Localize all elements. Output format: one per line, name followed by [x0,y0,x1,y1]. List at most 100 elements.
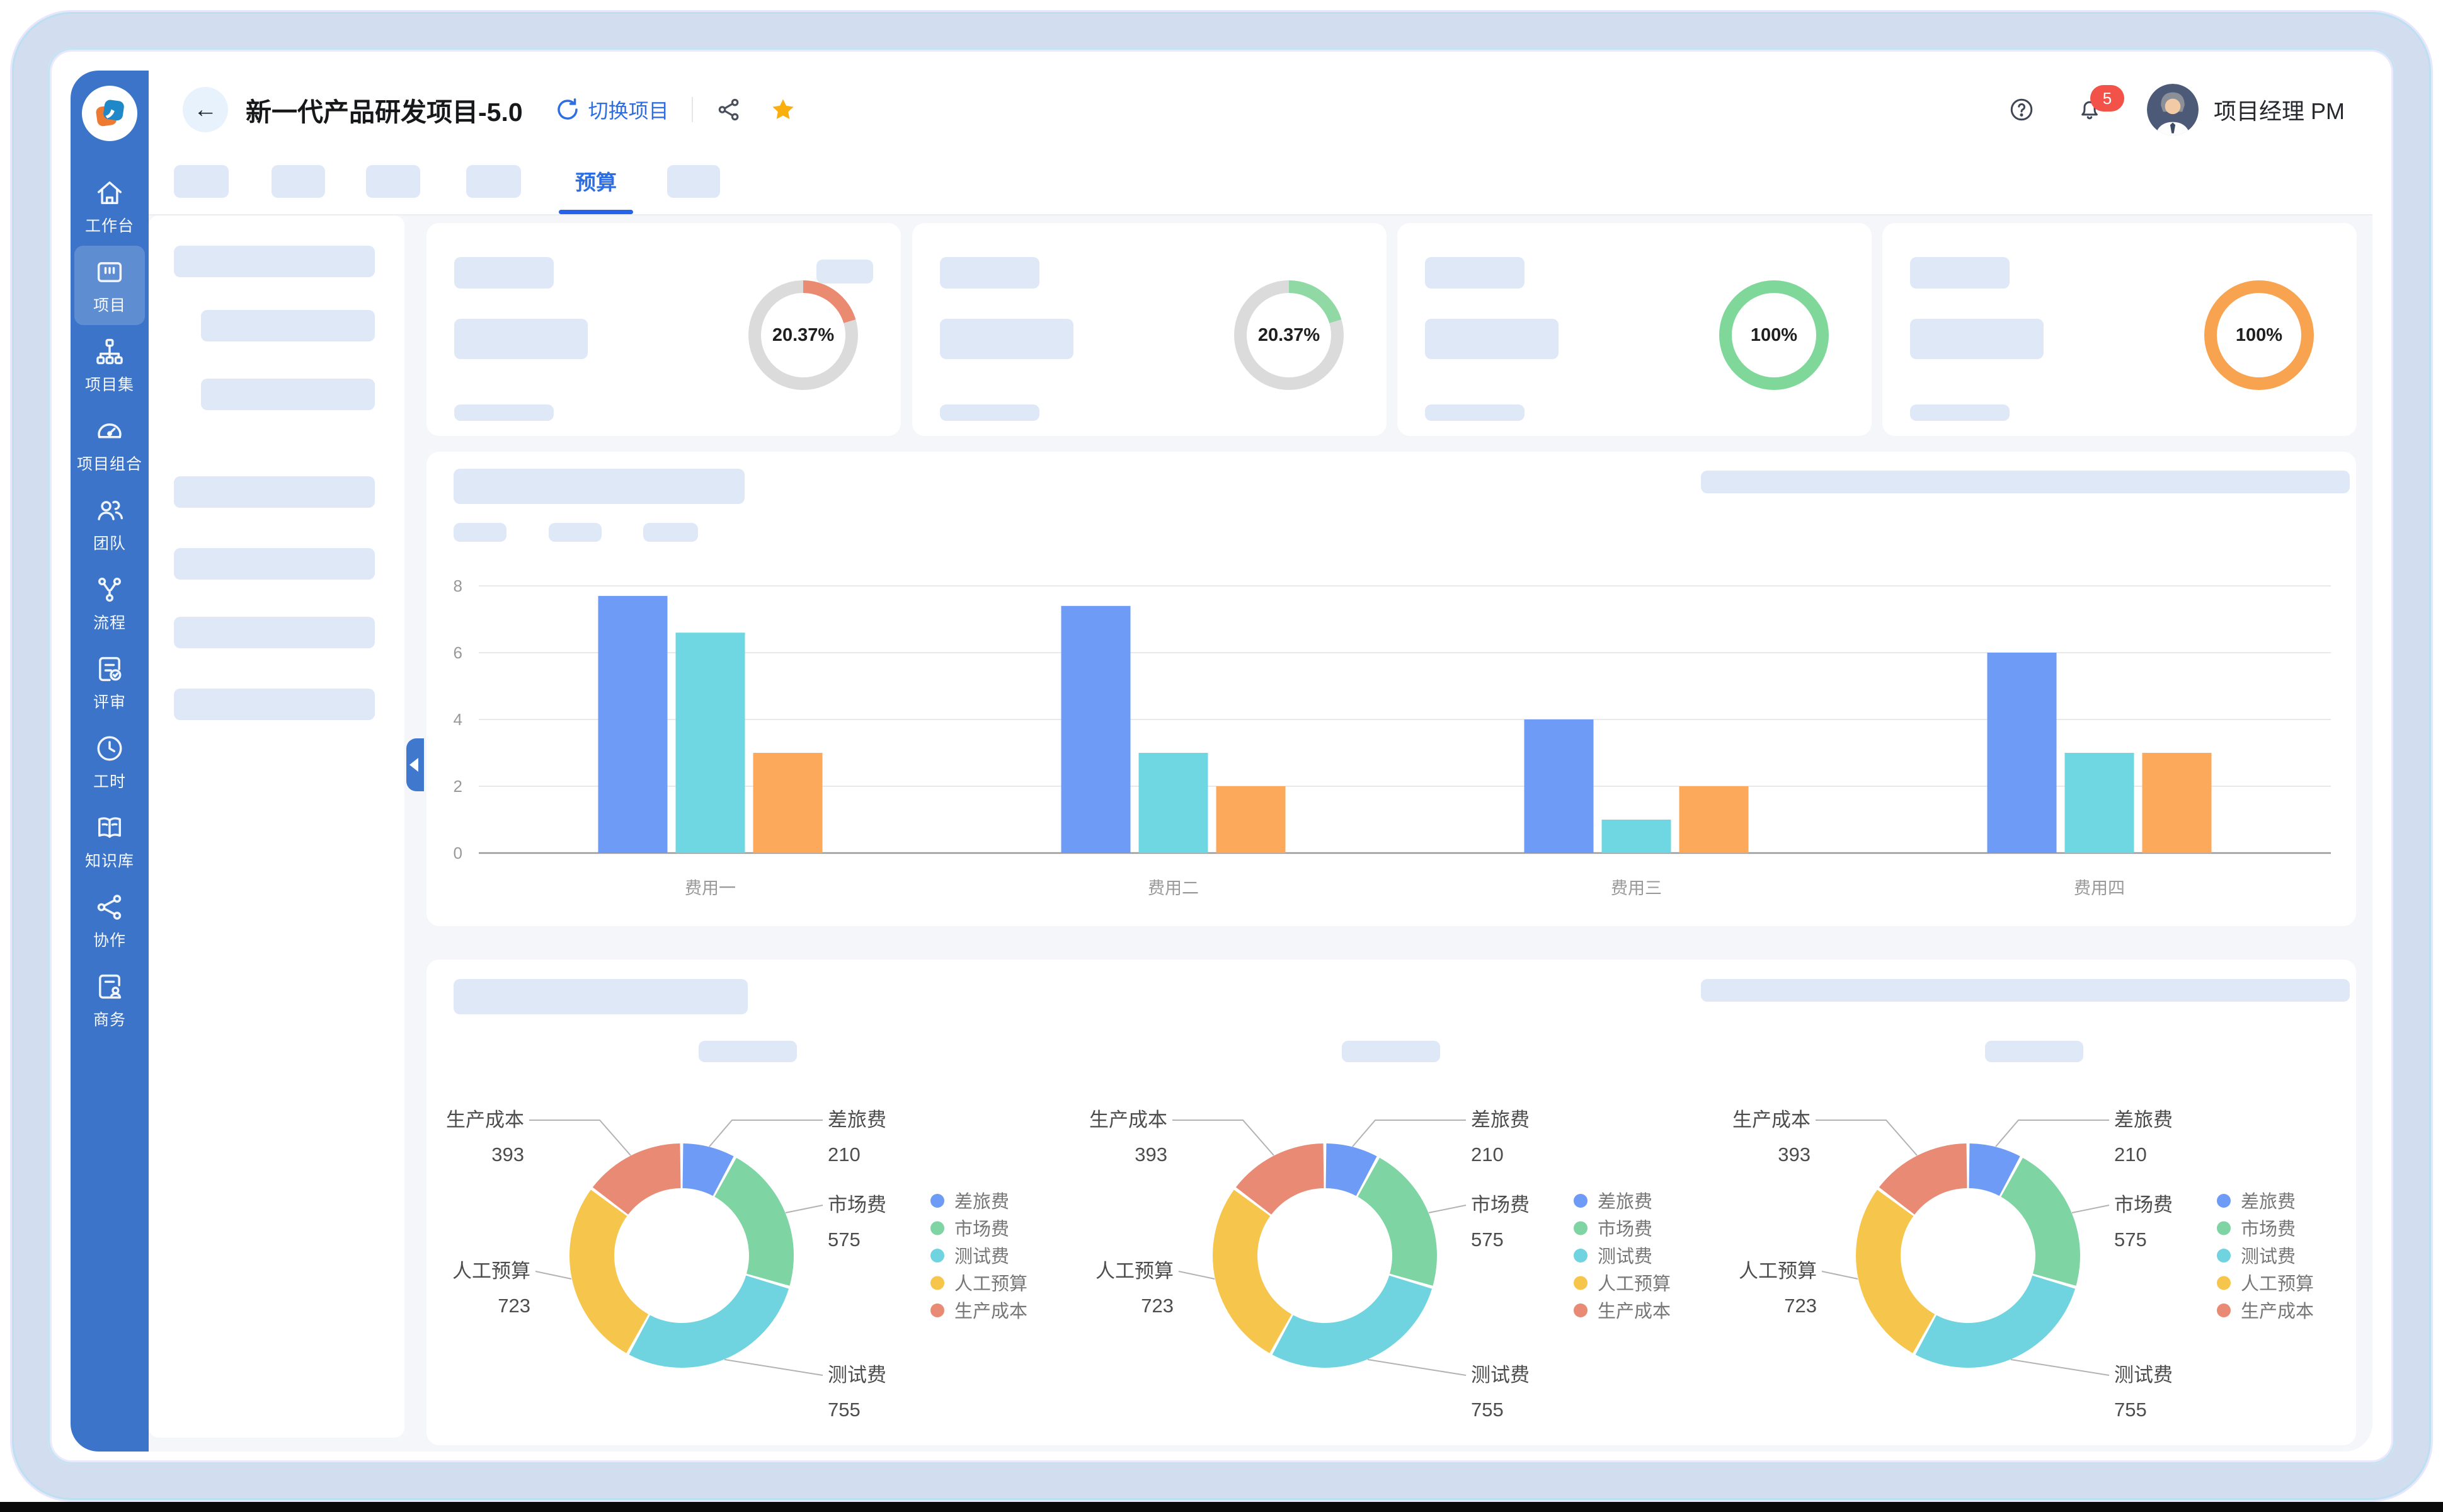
donut-segment-市场费[interactable] [2001,1157,2080,1286]
kpi-card-3: 100% [1397,223,1872,436]
legend-label[interactable]: 测试费 [1598,1246,1652,1267]
donut-segment-人工预算[interactable] [1213,1189,1292,1353]
refresh-icon [554,96,581,123]
filter-chip-skeleton[interactable] [643,523,698,542]
sidebar-item-评审[interactable]: 评审 [74,643,145,722]
avatar[interactable] [2146,84,2199,135]
donut-label-name: 测试费 [1471,1364,1530,1386]
legend-label[interactable]: 测试费 [954,1246,1009,1267]
donut-label-name: 人工预算 [452,1260,530,1282]
filter-chip-skeleton[interactable] [454,523,506,542]
legend-label[interactable]: 差旅费 [1598,1191,1652,1212]
donut-filter-skeleton[interactable] [1342,1041,1440,1062]
donut-segment-测试费[interactable] [629,1275,789,1368]
donut-label-value: 393 [491,1143,524,1166]
donut-label-value: 210 [1471,1143,1504,1166]
tab-placeholder[interactable] [366,165,420,198]
notification-bell-icon[interactable]: 5 [2076,85,2124,123]
x-axis-category-label: 费用一 [685,879,736,898]
sidebar-item-工作台[interactable]: 工作台 [74,166,145,246]
help-icon[interactable] [2008,96,2035,123]
panel-collapse-handle[interactable] [406,738,424,791]
bar-series_cyan[interactable] [1601,820,1671,853]
donut-label-name: 生产成本 [1732,1109,1811,1131]
sidebar-item-项目集[interactable]: 项目集 [74,325,145,404]
donut-segment-生产成本[interactable] [592,1143,681,1215]
donut-segment-测试费[interactable] [1272,1275,1433,1368]
donut-filter-skeleton[interactable] [699,1041,797,1062]
sidebar-item-工时[interactable]: 工时 [74,722,145,801]
donut-segment-市场费[interactable] [714,1157,794,1286]
donut-segment-测试费[interactable] [1915,1275,2076,1368]
list-skeleton-row [201,379,375,410]
donut-filter-skeleton[interactable] [1985,1041,2083,1062]
legend-label[interactable]: 差旅费 [2241,1191,2296,1212]
bar-series_cyan[interactable] [2064,753,2134,853]
sidebar: 工作台 项目 项目集 项目组合 团队 流程 评审 工时 知识库 协作 商务 [71,71,149,1452]
switch-project-button[interactable]: 切换项目 [554,95,669,124]
donut-label-name: 差旅费 [2114,1109,2173,1131]
bar-series_blue[interactable] [1061,605,1131,853]
legend-label[interactable]: 市场费 [954,1219,1009,1240]
donut-segment-差旅费[interactable] [1325,1143,1377,1196]
bar-series_orange[interactable] [1216,786,1286,853]
back-button[interactable]: ← [183,87,228,132]
donut-segment-差旅费[interactable] [682,1143,734,1196]
kpi-gauge-value: 100% [2235,324,2283,345]
kpi-title-skeleton [454,257,554,289]
donut-label-name: 生产成本 [1089,1109,1167,1131]
tab-placeholder[interactable] [667,165,720,198]
project-kanban-icon [93,256,126,289]
panel-title-skeleton [454,979,748,1014]
tab-placeholder[interactable] [466,165,521,198]
donut-segment-差旅费[interactable] [1969,1143,2020,1196]
donut-segment-生产成本[interactable] [1879,1143,1967,1215]
sidebar-item-流程[interactable]: 流程 [74,563,145,643]
bar-series_cyan[interactable] [675,633,745,853]
donut-label-value: 210 [828,1143,861,1166]
tab-placeholder[interactable] [174,165,229,198]
tab-placeholder[interactable] [272,165,325,198]
donut-label-name: 生产成本 [446,1109,524,1131]
favorite-star-icon[interactable] [770,96,796,123]
legend-label[interactable]: 市场费 [2241,1219,2296,1240]
bar-series_cyan[interactable] [1138,753,1208,853]
sidebar-item-团队[interactable]: 团队 [74,484,145,563]
sidebar-item-项目组合[interactable]: 项目组合 [74,404,145,484]
bar-series_blue[interactable] [598,595,668,853]
callout-line [709,1120,823,1147]
legend-label[interactable]: 生产成本 [1598,1301,1671,1322]
legend-label[interactable]: 生产成本 [954,1301,1027,1322]
bar-series_orange[interactable] [2142,753,2212,853]
legend-label[interactable]: 生产成本 [2241,1301,2314,1322]
sidebar-item-项目[interactable]: 项目 [74,246,145,325]
sidebar-item-协作[interactable]: 协作 [74,881,145,960]
legend-dot [2217,1249,2231,1263]
donut-segment-生产成本[interactable] [1235,1143,1324,1215]
app-logo-icon[interactable] [82,86,137,141]
content-area: 20.37% 20.37% 100% 100% 0 2 4 6 8 费用一 费用二 费用三 费用四 差… [149,215,2372,1452]
bar-series_orange[interactable] [1679,786,1749,853]
legend-label[interactable]: 人工预算 [954,1274,1027,1295]
donut-segment-市场费[interactable] [1358,1157,1437,1286]
donut-label-name: 差旅费 [1471,1109,1530,1131]
legend-label[interactable]: 人工预算 [2241,1274,2314,1295]
divider [691,97,693,122]
bar-series_blue[interactable] [1524,719,1594,853]
bar-series_blue[interactable] [1987,653,2057,853]
donut-segment-人工预算[interactable] [1856,1189,1935,1353]
bar-series_orange[interactable] [753,753,823,853]
filter-chip-skeleton[interactable] [549,523,602,542]
legend-label[interactable]: 差旅费 [954,1191,1009,1212]
sidebar-item-商务[interactable]: 商务 [74,960,145,1040]
budget-donut-chart: 差旅费210市场费575测试费755人工预算723生产成本393差旅费市场费测试… [1732,1109,2314,1421]
legend-label[interactable]: 测试费 [2241,1246,2296,1267]
kpi-value-skeleton [940,319,1073,359]
tab-budget[interactable]: 预算 [575,171,617,194]
user-name: 项目经理 PM [2213,98,2345,124]
legend-label[interactable]: 人工预算 [1598,1274,1671,1295]
donut-segment-人工预算[interactable] [569,1189,649,1353]
share-icon[interactable] [716,96,742,123]
sidebar-item-知识库[interactable]: 知识库 [74,801,145,881]
legend-label[interactable]: 市场费 [1598,1219,1652,1240]
